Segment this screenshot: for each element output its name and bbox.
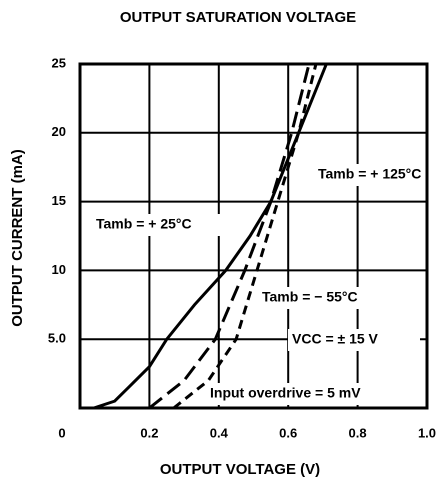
label-bg: [206, 383, 420, 405]
y-tick-label: 10: [52, 262, 66, 277]
y-tick-label: 20: [52, 124, 66, 139]
plot-frame: [78, 62, 429, 410]
label-bg: [315, 164, 405, 186]
y-axis-label: OUTPUT CURRENT (mA): [9, 149, 26, 327]
x-tick-label: 0.8: [349, 425, 367, 440]
series-label: Tamb = − 55°C: [262, 289, 358, 305]
x-tick-label: 0.4: [210, 425, 229, 440]
x-axis-label: OUTPUT VOLTAGE (V): [160, 461, 320, 478]
label-bg: [93, 214, 243, 236]
x-tick-label: 1.0: [418, 425, 436, 440]
chart-title: OUTPUT SATURATION VOLTAGE: [120, 9, 356, 26]
y-tick-label: 5.0: [48, 331, 66, 346]
series-line: [93, 63, 328, 410]
annotation: Input overdrive = 5 mV: [210, 385, 361, 401]
y-tick-label: 25: [52, 55, 66, 70]
label-bg: [259, 287, 409, 309]
series-line: [172, 63, 318, 410]
y-tick-label: 15: [52, 193, 66, 208]
series-label: Tamb = + 125°C: [318, 166, 421, 182]
label-bg: [288, 329, 420, 351]
annotation: VCC = ± 15 V: [292, 331, 379, 347]
series-line: [148, 63, 311, 410]
series-label: Tamb = + 25°C: [96, 216, 192, 232]
x-tick-label: 0.6: [279, 425, 297, 440]
x-tick-label: 0: [58, 425, 65, 440]
x-tick-label: 0.2: [140, 425, 158, 440]
